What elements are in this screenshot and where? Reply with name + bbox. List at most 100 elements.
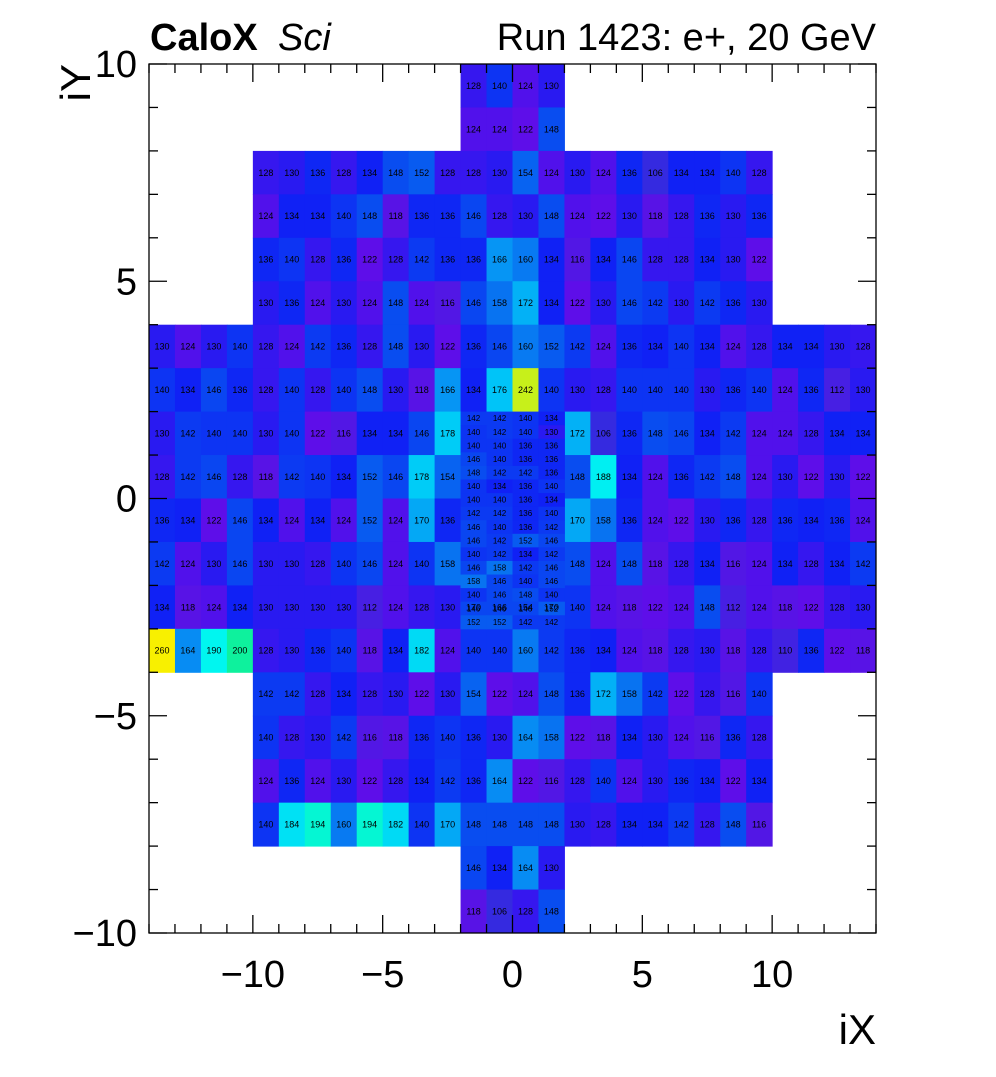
heatmap-cell — [408, 585, 436, 630]
cell-value-label: 142 — [545, 523, 559, 532]
cell-value-label: 136 — [440, 211, 455, 221]
cell-value-label: 136 — [545, 441, 559, 450]
heatmap-cell — [668, 150, 695, 195]
heatmap-cell — [590, 585, 617, 630]
cell-value-label: 124 — [180, 342, 195, 352]
cell-value-label: 146 — [545, 536, 559, 545]
cell-value-label: 152 — [362, 515, 377, 525]
heatmap-cell — [642, 498, 669, 543]
cell-value-label: 118 — [726, 646, 740, 656]
cell-value-label: 146 — [467, 455, 481, 464]
cell-value-label: 146 — [493, 591, 507, 600]
heatmap-cell — [616, 281, 643, 326]
heatmap-cell — [408, 541, 436, 586]
heatmap-cell — [590, 237, 617, 282]
heatmap-cell — [304, 715, 332, 760]
cell-value-label: 140 — [752, 385, 767, 395]
cell-value-label: 136 — [726, 733, 741, 743]
cell-value-label: 142 — [856, 559, 871, 569]
heatmap-cell — [694, 628, 721, 673]
heatmap-cell — [486, 324, 513, 369]
y-axis-label: iY — [52, 64, 99, 101]
heatmap-cell — [434, 628, 462, 673]
cell-value-label: 128 — [414, 602, 429, 612]
heatmap-cell — [486, 846, 513, 891]
cell-value-label: 134 — [648, 820, 663, 830]
cell-value-label: 136 — [414, 733, 429, 743]
heatmap-cell — [798, 368, 825, 413]
cell-value-label: 130 — [674, 298, 689, 308]
heatmap-cell — [486, 479, 513, 494]
cell-value-label: 128 — [570, 776, 585, 786]
heatmap-cell — [512, 672, 539, 717]
cell-value-label: 170 — [414, 515, 429, 525]
cell-value-label: 140 — [519, 414, 533, 423]
cell-value-label: 124 — [388, 559, 403, 569]
heatmap-cell — [538, 438, 565, 453]
heatmap-cell — [330, 411, 358, 456]
cell-value-label: 140 — [467, 496, 481, 505]
heatmap-cell — [538, 715, 565, 760]
cell-value-label: 136 — [700, 211, 715, 221]
heatmap-cell — [616, 498, 643, 543]
cell-value-label: 134 — [310, 515, 325, 525]
cell-value-label: 146 — [467, 536, 481, 545]
heatmap-cell — [564, 324, 591, 369]
cell-value-label: 136 — [440, 515, 455, 525]
heatmap-cell — [252, 498, 280, 543]
x-tick-label: 0 — [502, 954, 523, 996]
cell-value-label: 140 — [414, 820, 429, 830]
cell-value-label: 124 — [622, 776, 637, 786]
cell-value-label: 142 — [414, 255, 429, 265]
cell-value-label: 136 — [830, 515, 845, 525]
cell-value-label: 130 — [648, 776, 663, 786]
heatmap-cell — [512, 64, 539, 108]
cell-value-label: 136 — [570, 689, 585, 699]
heatmap-cell — [668, 628, 695, 673]
heatmap-cell — [408, 628, 436, 673]
heatmap-cell — [694, 541, 721, 586]
heatmap-cell — [304, 802, 332, 847]
heatmap-cell — [252, 672, 280, 717]
heatmap-cell — [382, 281, 410, 326]
run-label: Run 1423: e+, 20 GeV — [497, 17, 877, 59]
cell-value-label: 170 — [466, 602, 481, 612]
heatmap-cell — [642, 628, 669, 673]
y-tick-label: −10 — [73, 913, 137, 955]
cell-value-label: 146 — [492, 342, 507, 352]
heatmap-cell — [564, 237, 591, 282]
heatmap-cell — [460, 547, 488, 562]
cell-value-label: 122 — [518, 776, 533, 786]
cell-value-label: 136 — [258, 255, 273, 265]
heatmap-cell — [538, 533, 565, 548]
cell-value-label: 128 — [674, 255, 689, 265]
heatmap-cell — [668, 498, 695, 543]
heatmap-cell — [590, 628, 617, 673]
cell-value-label: 130 — [206, 559, 221, 569]
heatmap-cell — [512, 237, 539, 282]
heatmap-cell — [356, 802, 384, 847]
heatmap-cell — [538, 588, 565, 603]
heatmap-cell — [278, 759, 306, 804]
heatmap-cell — [564, 541, 591, 586]
heatmap-cell — [434, 194, 462, 239]
cell-value-label: 146 — [206, 385, 221, 395]
heatmap-cell — [512, 574, 539, 589]
cell-value-label: 136 — [752, 211, 767, 221]
cell-value-label: 136 — [519, 455, 533, 464]
heatmap-cell — [382, 455, 410, 499]
heatmap-cell — [486, 560, 513, 576]
cell-value-label: 128 — [674, 211, 689, 221]
heatmap-cell — [798, 585, 825, 630]
heatmap-cell — [616, 324, 643, 369]
cell-value-label: 142 — [284, 689, 299, 699]
cell-value-label: 142 — [519, 618, 533, 627]
heatmap-cell — [668, 715, 695, 760]
cell-value-label: 136 — [519, 509, 533, 518]
cell-value-label: 134 — [752, 776, 767, 786]
heatmap-cell — [460, 452, 488, 467]
cell-value-label: 124 — [310, 776, 325, 786]
cell-value-label: 116 — [337, 428, 351, 438]
cell-value-label: 130 — [258, 428, 273, 438]
heatmap-cell — [512, 411, 539, 426]
